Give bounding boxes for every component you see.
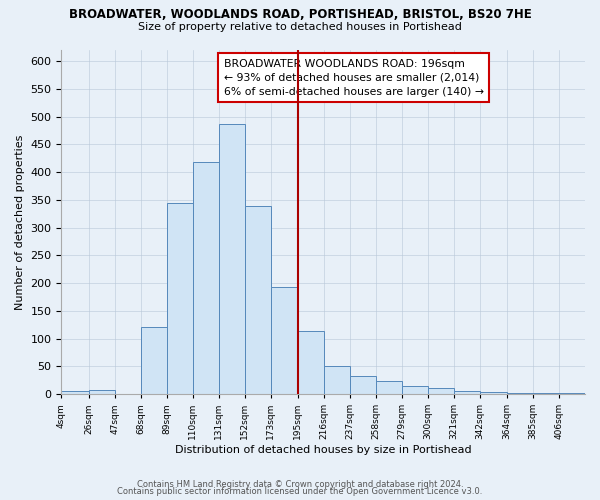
Bar (167, 202, 193, 394)
Bar (271, 288, 298, 394)
Bar (61, 392, 89, 394)
Text: BROADWATER, WOODLANDS ROAD, PORTISHEAD, BRISTOL, BS20 7HE: BROADWATER, WOODLANDS ROAD, PORTISHEAD, … (68, 8, 532, 20)
Text: Contains public sector information licensed under the Open Government Licence v3: Contains public sector information licen… (118, 487, 482, 496)
Bar (507, 393, 533, 394)
Bar (89, 390, 115, 394)
Bar (428, 388, 454, 394)
Bar (480, 392, 507, 394)
Bar (350, 376, 376, 394)
Bar (193, 162, 218, 394)
Text: BROADWATER WOODLANDS ROAD: 196sqm
← 93% of detached houses are smaller (2,014)
6: BROADWATER WOODLANDS ROAD: 196sqm ← 93% … (224, 58, 484, 96)
X-axis label: Distribution of detached houses by size in Portishead: Distribution of detached houses by size … (175, 445, 472, 455)
Text: Contains HM Land Registry data © Crown copyright and database right 2024.: Contains HM Land Registry data © Crown c… (137, 480, 463, 489)
Bar (454, 392, 480, 394)
Bar (298, 332, 324, 394)
Y-axis label: Number of detached properties: Number of detached properties (15, 134, 25, 310)
Bar (402, 386, 428, 394)
Bar (324, 366, 350, 394)
Bar (376, 380, 402, 394)
Bar (533, 393, 559, 394)
Text: Size of property relative to detached houses in Portishead: Size of property relative to detached ho… (138, 22, 462, 32)
Bar (245, 206, 271, 394)
Bar (559, 393, 585, 394)
Bar (218, 124, 245, 394)
Bar (140, 328, 167, 394)
